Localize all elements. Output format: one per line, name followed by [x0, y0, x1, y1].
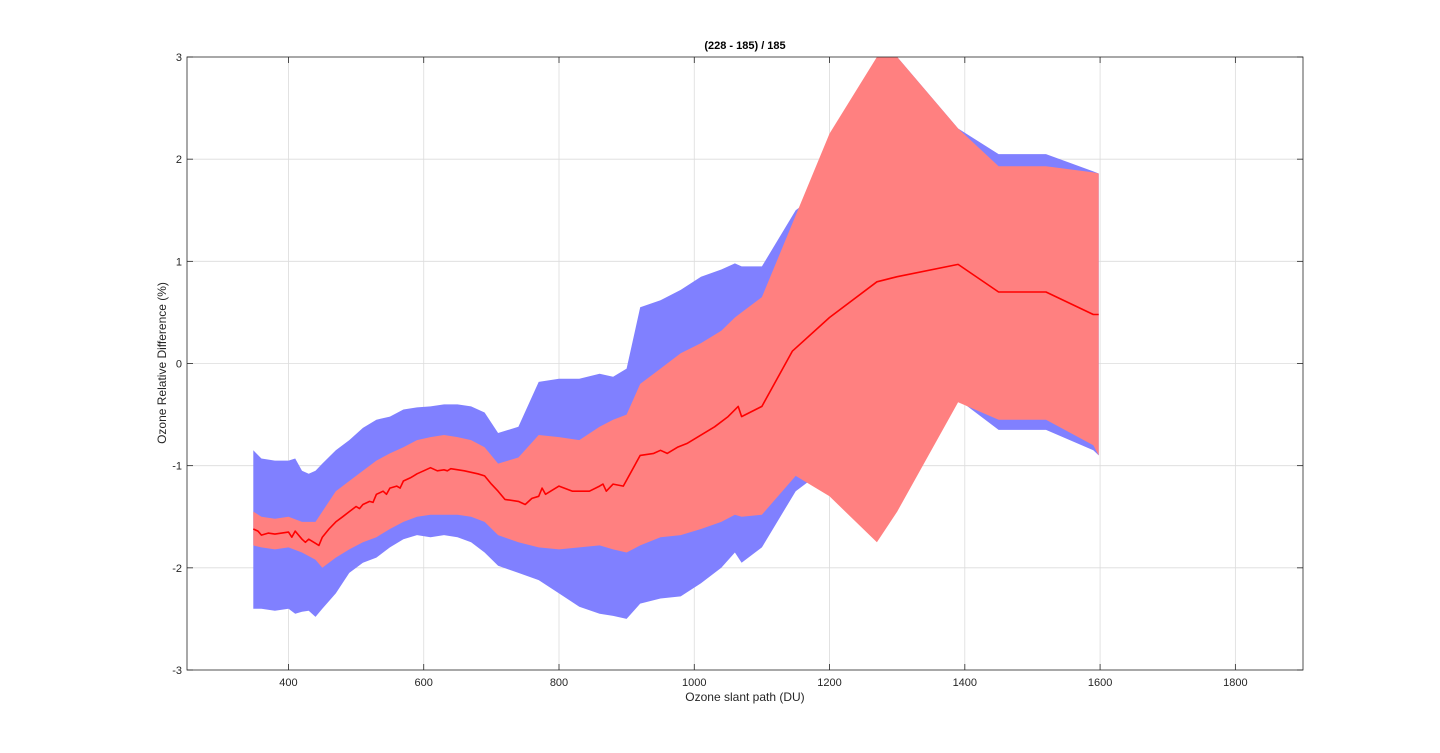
data-layer: [252, 57, 1099, 619]
y-tick-label: -1: [172, 461, 182, 473]
plot-area: 400 600 800 1000 1200 1400 1600 1800 -3 -2 -1 0 1 2 3: [172, 52, 1304, 689]
y-tick-label: 0: [176, 359, 182, 371]
x-tick-label: 400: [279, 677, 297, 689]
mean-line: [252, 263, 1099, 547]
x-tick-label: 1200: [817, 677, 841, 689]
inner-band-area: [253, 57, 1099, 568]
y-tick-label: -2: [172, 563, 182, 575]
x-tick-label: 1400: [953, 677, 977, 689]
chart-title: (228 - 185) / 185: [704, 40, 785, 52]
x-tick-label: 800: [550, 677, 568, 689]
x-axis-title: Ozone slant path (DU): [685, 690, 804, 704]
y-tick-label: 3: [176, 52, 182, 64]
x-tick-label: 1800: [1223, 677, 1247, 689]
y-tick-label: 1: [176, 256, 182, 268]
x-tick-label: 1600: [1088, 677, 1112, 689]
y-axis-title: Ozone Relative Difference (%): [155, 282, 169, 444]
tick-layer: 400 600 800 1000 1200 1400 1600 1800 -3 -2 -1 0 1 2 3: [172, 52, 1303, 689]
x-tick-label: 1000: [682, 677, 706, 689]
y-tick-label: -3: [172, 665, 182, 677]
y-tick-label: 2: [176, 154, 182, 166]
x-tick-label: 600: [415, 677, 433, 689]
